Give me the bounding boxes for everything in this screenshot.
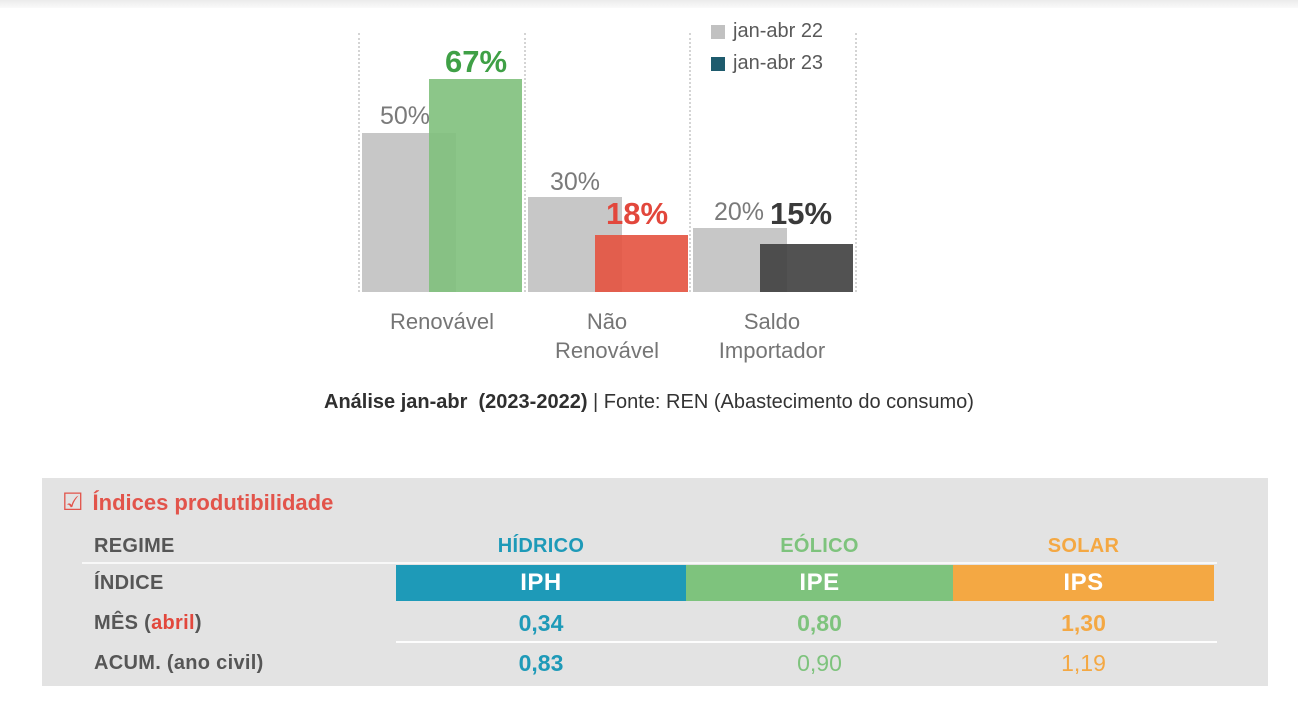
table-title: ☑ Índices produtibilidade	[62, 488, 333, 517]
chart-caption: Análise jan-abr (2023-2022) | Fonte: REN…	[0, 391, 1298, 414]
mes-label-prefix: MÊS (	[94, 612, 152, 634]
column-header-hidrico: HÍDRICO	[497, 535, 585, 557]
mes-label-month: abril	[151, 612, 195, 634]
group-divider	[358, 33, 360, 292]
mes-label-suffix: )	[194, 612, 202, 634]
legend-swatch-jan-abr-23-icon	[711, 56, 725, 71]
index-band-ips: IPS	[953, 565, 1214, 601]
caption-analysis-period: Análise jan-abr (2023-2022)	[324, 391, 588, 413]
group-divider	[689, 33, 691, 292]
table-title-text: Índices produtibilidade	[92, 489, 334, 515]
row-divider	[396, 641, 1217, 643]
legend-item: jan-abr 22	[711, 20, 823, 43]
bar-jan-abr-23-renovavel	[429, 79, 522, 292]
category-label-renovavel: Renovável	[390, 309, 494, 334]
legend-item: jan-abr 23	[711, 52, 823, 75]
caption-source: | Fonte: REN (Abastecimento do consumo)	[587, 391, 974, 413]
cell-acum-ipe: 0,90	[797, 650, 842, 676]
legend-label-jan-abr-23: jan-abr 23	[733, 52, 824, 74]
cell-mes-iph: 0,34	[518, 610, 564, 636]
bar-jan-abr-23-nao-renovavel	[595, 235, 688, 292]
cell-acum-ips: 1,19	[1061, 650, 1106, 676]
value-label-22-nao-renovavel: 30%	[549, 168, 601, 196]
row-header-indice: ÍNDICE	[94, 572, 164, 594]
cell-acum-iph: 0,83	[518, 650, 564, 676]
row-header-acum: ACUM. (ano civil)	[94, 652, 264, 674]
index-band-iph: IPH	[396, 565, 686, 601]
value-label-22-saldo-importador: 20%	[713, 198, 765, 226]
row-header-mes: MÊS (abril)	[94, 604, 202, 642]
row-header-regime: REGIME	[94, 535, 175, 557]
bar-jan-abr-23-saldo-importador	[760, 244, 853, 292]
checked-checkbox-icon: ☑	[62, 489, 84, 516]
chart-legend: jan-abr 22 jan-abr 23	[711, 20, 823, 84]
category-label-nao-renovavel: Não Renovável	[555, 309, 659, 363]
group-divider	[524, 33, 526, 292]
legend-label-jan-abr-22: jan-abr 22	[733, 20, 824, 42]
cell-mes-ips: 1,30	[1061, 610, 1106, 636]
value-label-23-renovavel: 67%	[444, 44, 508, 79]
cell-mes-ipe: 0,80	[797, 610, 842, 636]
top-edge-strip	[0, 0, 1298, 8]
column-header-eolico: EÓLICO	[780, 535, 859, 557]
column-header-solar: SOLAR	[1047, 535, 1120, 557]
value-label-22-renovavel: 50%	[379, 102, 431, 130]
productivity-indices-table: ☑ Índices produtibilidade REGIME HÍDRICO…	[42, 478, 1268, 686]
value-label-23-nao-renovavel: 18%	[605, 196, 669, 231]
legend-swatch-jan-abr-22-icon	[711, 24, 725, 39]
value-label-23-saldo-importador: 15%	[769, 196, 833, 231]
row-divider	[82, 562, 1217, 564]
category-label-saldo-importador: Saldo Importador	[718, 309, 826, 363]
group-divider	[855, 33, 857, 292]
index-band-ipe: IPE	[686, 565, 953, 601]
